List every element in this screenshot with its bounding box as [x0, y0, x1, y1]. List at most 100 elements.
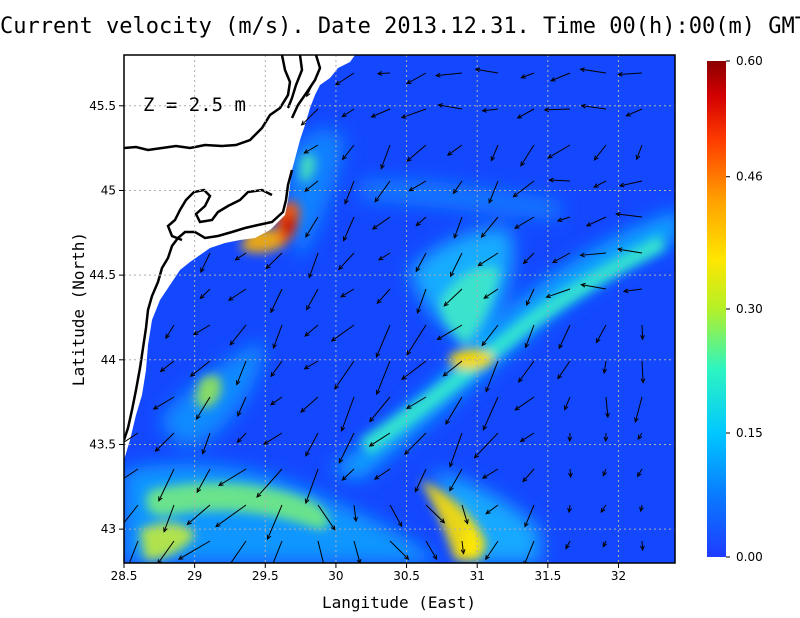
- velocity-arrow: [304, 144, 319, 154]
- arrow-head: [304, 331, 310, 337]
- x-axis-label: Langitude (East): [322, 593, 476, 612]
- y-tick-label: 43: [101, 522, 116, 536]
- arrow-head: [618, 182, 625, 188]
- velocity-arrow: [128, 540, 139, 563]
- velocity-arrow: [371, 108, 391, 118]
- arrow-head: [449, 462, 454, 468]
- arrow-head: [415, 266, 421, 273]
- velocity-arrow: [389, 504, 403, 527]
- velocity-arrow: [523, 252, 535, 264]
- arrow-head: [579, 67, 585, 73]
- velocity-arrow: [406, 72, 427, 84]
- velocity-arrow: [481, 324, 499, 346]
- velocity-arrow: [514, 216, 535, 229]
- arrow-head: [303, 364, 310, 370]
- arrow-head: [265, 264, 271, 270]
- velocity-arrow: [190, 360, 211, 377]
- velocity-arrow: [304, 180, 319, 192]
- arrow-head: [432, 554, 438, 561]
- velocity-arrow: [376, 360, 391, 395]
- arrow-head: [520, 161, 525, 167]
- velocity-arrow: [376, 288, 391, 304]
- arrow-head: [163, 527, 168, 533]
- chart-title: Current velocity (m/s). Date 2013.12.31.…: [0, 14, 800, 39]
- arrow-head: [263, 440, 269, 445]
- velocity-arrow: [450, 252, 463, 277]
- arrow-head: [490, 156, 496, 162]
- velocity-arrow: [196, 396, 211, 420]
- velocity-arrow: [236, 360, 247, 385]
- velocity-arrow: [414, 468, 427, 492]
- velocity-arrow: [474, 432, 499, 459]
- arrow-head: [229, 340, 235, 346]
- arrow-head: [637, 471, 642, 478]
- velocity-arrow: [623, 288, 643, 292]
- velocity-arrow: [436, 72, 463, 77]
- velocity-arrow: [377, 72, 391, 75]
- velocity-arrow: [568, 504, 571, 513]
- velocity-arrow: [153, 396, 175, 410]
- velocity-arrow: [193, 324, 211, 336]
- arrow-head: [165, 333, 170, 340]
- velocity-arrow: [626, 108, 643, 117]
- velocity-arrow: [202, 432, 211, 454]
- velocity-arrow: [215, 504, 247, 527]
- arrow-head: [512, 192, 518, 198]
- arrow-head: [579, 252, 585, 258]
- velocity-arrow: [524, 540, 535, 563]
- velocity-arrow: [124, 432, 139, 443]
- arrow-head: [563, 405, 569, 411]
- velocity-arrow: [124, 468, 139, 479]
- velocity-arrow: [401, 108, 427, 119]
- velocity-arrow: [461, 504, 469, 524]
- velocity-arrow: [581, 284, 607, 290]
- arrow-head: [639, 506, 644, 513]
- arrow-head: [186, 520, 192, 526]
- velocity-arrow: [520, 432, 535, 442]
- arrow-head: [192, 330, 199, 336]
- velocity-arrow: [544, 108, 571, 111]
- velocity-arrow: [230, 540, 247, 563]
- arrow-head: [225, 568, 229, 572]
- velocity-arrow: [637, 468, 643, 477]
- velocity-arrow: [547, 144, 571, 159]
- x-tick-label: 32: [611, 569, 626, 583]
- arrow-head: [401, 375, 407, 380]
- arrow-head: [602, 471, 607, 477]
- velocity-arrow: [374, 468, 391, 480]
- arrow-head: [304, 498, 310, 505]
- velocity-arrow: [155, 432, 175, 452]
- velocity-arrow: [342, 144, 355, 160]
- velocity-arrow: [443, 288, 463, 307]
- arrow-head: [270, 371, 276, 378]
- velocity-arrow: [513, 180, 535, 198]
- velocity-arrow: [416, 288, 427, 314]
- velocity-arrow: [265, 252, 283, 269]
- velocity-arrow: [580, 68, 607, 74]
- arrow-head: [306, 91, 311, 98]
- arrow-head: [200, 267, 205, 274]
- arrow-head: [380, 164, 385, 170]
- velocity-arrow: [200, 252, 211, 273]
- arrow-head: [266, 534, 272, 541]
- colorbar-tick-label: 0.15: [736, 426, 763, 440]
- arrow-head: [341, 154, 347, 161]
- arrow-head: [353, 516, 358, 523]
- colorbar-tick-label: 0.00: [736, 550, 763, 564]
- velocity-arrow: [374, 180, 391, 203]
- velocity-arrow: [617, 248, 643, 254]
- velocity-arrow: [449, 468, 463, 491]
- arrow-head: [405, 404, 412, 409]
- velocity-arrow: [580, 252, 607, 256]
- arrow-head: [520, 74, 526, 79]
- velocity-arrow: [344, 180, 355, 204]
- velocity-arrow: [453, 180, 463, 194]
- velocity-arrow: [160, 360, 175, 372]
- arrow-head: [514, 224, 520, 229]
- arrow-head: [195, 414, 201, 421]
- arrow-head: [443, 301, 449, 307]
- arrow-head: [474, 67, 481, 73]
- velocity-arrow: [517, 108, 535, 119]
- y-axis-ticks: 43 43.5 44 44.5 45 45.5: [89, 99, 124, 536]
